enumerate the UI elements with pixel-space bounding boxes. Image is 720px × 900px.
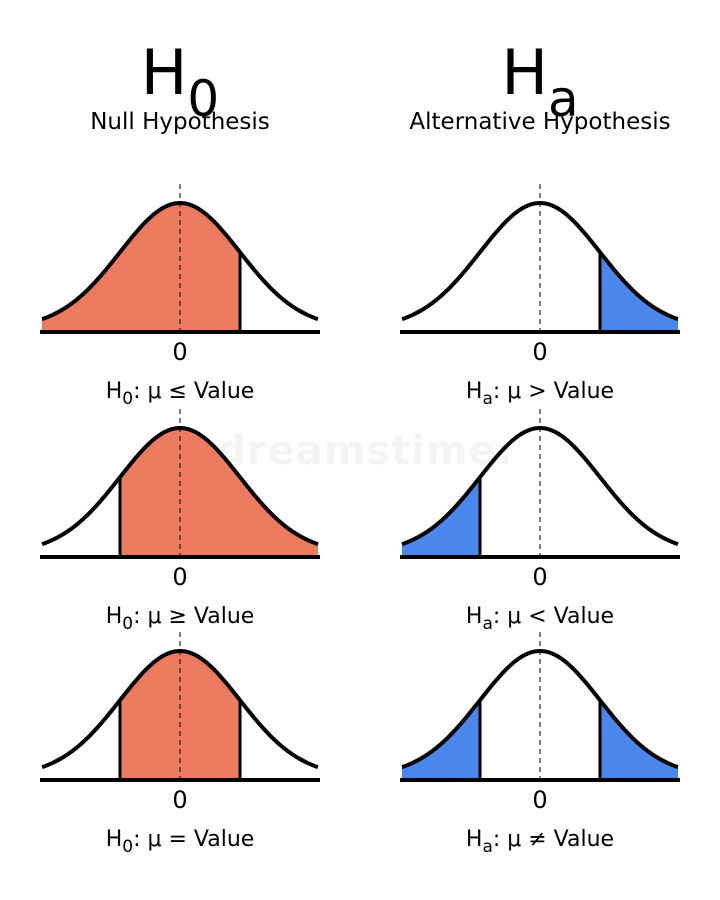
normal-curve-plot	[40, 632, 320, 782]
shaded-region	[42, 203, 240, 332]
distribution-panel-alt-2: 0 Ha: μ < Value	[390, 405, 690, 634]
zero-tick-label: 0	[172, 563, 188, 591]
null-hypothesis-header: H0 Null Hypothesis	[0, 42, 360, 136]
normal-curve-plot	[400, 184, 680, 334]
hypothesis-condition-label: Ha: μ < Value	[465, 604, 615, 634]
zero-tick-label: 0	[532, 786, 548, 814]
distribution-panel-alt-3: 0 Ha: μ ≠ Value	[390, 628, 690, 857]
zero-tick-label: 0	[532, 338, 548, 366]
bell-curve	[41, 426, 319, 547]
null-hypothesis-symbol: H0	[140, 36, 220, 129]
normal-curve-plot	[400, 409, 680, 559]
distribution-panel-alt-1: 0 Ha: μ > Value	[390, 180, 690, 409]
bell-curve	[401, 426, 679, 547]
zero-tick-label: 0	[172, 786, 188, 814]
alternative-hypothesis-symbol: Ha	[501, 36, 579, 129]
zero-tick-label: 0	[172, 338, 188, 366]
alternative-hypothesis-title: Alternative Hypothesis	[409, 109, 671, 135]
hypothesis-condition-label: H0: μ ≤ Value	[105, 379, 255, 409]
shaded-region	[120, 428, 318, 557]
hypothesis-condition-label: Ha: μ ≠ Value	[465, 827, 615, 857]
normal-curve-plot	[40, 184, 320, 334]
hypothesis-condition-label: Ha: μ > Value	[465, 379, 615, 409]
distribution-panel-null-2: 0 H0: μ ≥ Value	[30, 405, 330, 634]
hypothesis-condition-label: H0: μ ≥ Value	[105, 604, 255, 634]
bell-curve	[41, 201, 319, 322]
bell-curve	[41, 649, 319, 770]
bell-curve	[401, 201, 679, 322]
normal-curve-plot	[40, 409, 320, 559]
null-hypothesis-title: Null Hypothesis	[90, 109, 270, 135]
bell-curve	[401, 649, 679, 770]
distribution-panel-null-1: 0 H0: μ ≤ Value	[30, 180, 330, 409]
zero-tick-label: 0	[532, 563, 548, 591]
alternative-hypothesis-header: Ha Alternative Hypothesis	[360, 42, 720, 136]
hypothesis-condition-label: H0: μ = Value	[105, 827, 255, 857]
distribution-panel-null-3: 0 H0: μ = Value	[30, 628, 330, 857]
normal-curve-plot	[400, 632, 680, 782]
